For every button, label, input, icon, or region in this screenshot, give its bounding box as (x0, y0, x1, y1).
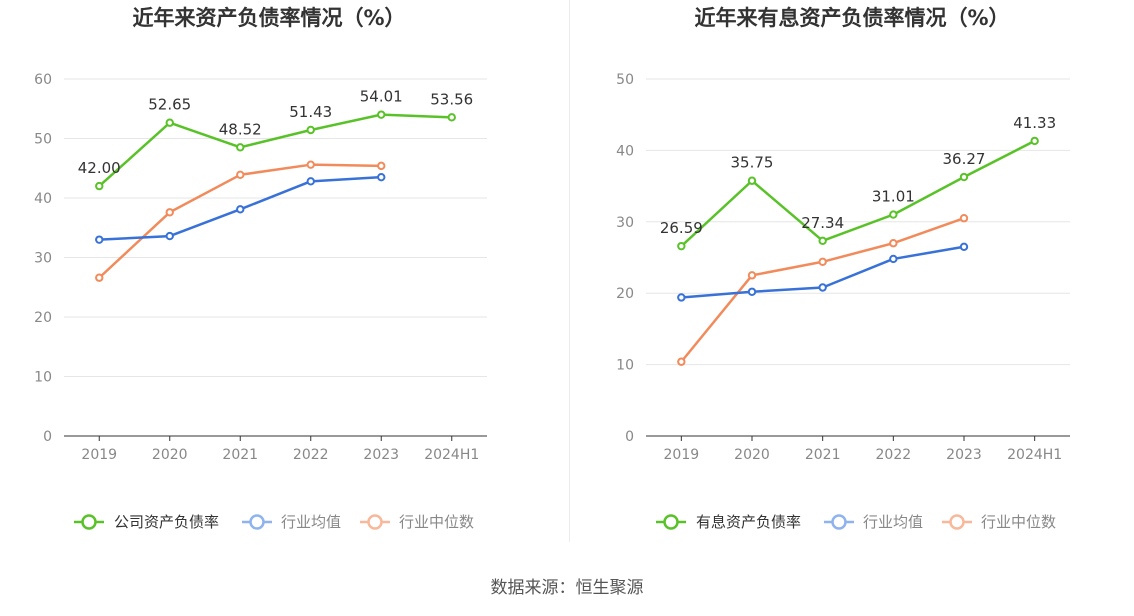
x-tick-label: 2019 (81, 447, 117, 463)
x-tick-label: 2020 (152, 447, 188, 463)
series-line (98, 163, 382, 279)
data-point (959, 172, 969, 182)
series-line (680, 139, 1036, 248)
data-point (165, 208, 174, 217)
x-tick-label: 2021 (222, 447, 258, 463)
data-point (236, 205, 245, 214)
y-tick-label: 50 (616, 72, 634, 88)
y-tick-label: 0 (625, 429, 634, 445)
y-tick-label: 30 (616, 215, 634, 231)
data-label: 48.52 (219, 120, 262, 138)
legend-marker (663, 514, 679, 530)
x-tick-label: 2023 (363, 447, 399, 463)
legend-label: 有息资产负债率 (696, 513, 801, 531)
panel-divider (569, 0, 570, 542)
x-tick-label: 2024H1 (1007, 447, 1062, 463)
data-point (377, 110, 386, 119)
data-point (747, 287, 757, 296)
legend-marker (249, 514, 265, 530)
data-point (818, 283, 827, 292)
data-point (889, 210, 898, 219)
data-label: 53.56 (430, 90, 473, 108)
data-point (889, 239, 898, 248)
data-point (818, 257, 827, 266)
data-label: 42.00 (78, 159, 121, 177)
data-point (377, 161, 386, 171)
x-tick-label: 2022 (293, 447, 329, 463)
data-label: 51.43 (289, 103, 332, 121)
data-point (306, 125, 315, 135)
y-tick-label: 60 (34, 72, 52, 88)
data-label: 36.27 (943, 150, 986, 168)
series-line (98, 113, 452, 188)
x-tick-label: 2022 (876, 447, 912, 463)
legend-item: 行业中位数 (360, 513, 474, 531)
chart-title: 近年来资产负债率情况（%） (132, 6, 405, 30)
legend-label: 行业均值 (281, 513, 341, 531)
data-point (677, 357, 686, 366)
data-point (95, 273, 104, 282)
data-point (377, 172, 386, 182)
data-point (306, 177, 315, 186)
data-label: 52.65 (148, 96, 191, 114)
x-tick-label: 2020 (734, 447, 770, 463)
data-point (959, 214, 969, 223)
legend-marker (81, 514, 97, 530)
data-point (747, 271, 757, 280)
data-point (236, 170, 245, 179)
data-label: 27.34 (801, 214, 844, 232)
data-label: 31.01 (872, 188, 915, 206)
y-tick-label: 10 (616, 358, 634, 374)
chart-2: 近年来有息资产负债率情况（%） 0 10 20 30 40 50 2019 2020 2021 20… (616, 6, 1070, 531)
legend-item: 行业均值 (824, 513, 923, 531)
data-label: 35.75 (731, 154, 774, 172)
x-tick-label: 2019 (664, 447, 700, 463)
legend-label: 行业中位数 (981, 513, 1056, 531)
legend-label: 公司资产负债率 (114, 513, 219, 531)
y-tick-label: 40 (34, 191, 52, 207)
data-point (677, 241, 686, 251)
legend-label: 行业中位数 (399, 513, 474, 531)
legend-label: 行业均值 (863, 513, 923, 531)
data-point (306, 160, 315, 169)
legend-marker (831, 514, 847, 530)
data-point (165, 231, 174, 241)
data-label: 41.33 (1013, 114, 1056, 132)
y-tick-label: 30 (34, 251, 52, 267)
x-tick-label: 2021 (805, 447, 841, 463)
legend-item: 有息资产负债率 (656, 513, 801, 531)
data-source-label: 数据来源：恒生聚源 (490, 578, 644, 598)
data-point (747, 176, 757, 185)
data-point (959, 242, 969, 251)
y-tick-label: 20 (34, 310, 52, 326)
legend-marker (949, 514, 965, 530)
data-point (236, 143, 245, 152)
y-tick-label: 10 (34, 370, 52, 386)
data-point (447, 113, 456, 122)
y-tick-label: 20 (616, 286, 634, 302)
data-point (818, 236, 827, 245)
x-tick-label: 2023 (946, 447, 982, 463)
y-tick-label: 0 (43, 429, 52, 445)
y-tick-label: 50 (34, 132, 52, 148)
chart-title: 近年来有息资产负债率情况（%） (694, 6, 1009, 30)
chart-1: 近年来资产负债率情况（%） 0 10 20 30 40 50 60 2019 2020 2021 20… (34, 6, 487, 531)
legend-item: 行业中位数 (942, 513, 1056, 531)
legend-marker (367, 514, 383, 530)
data-label: 54.01 (360, 88, 403, 106)
data-point (165, 118, 174, 127)
data-point (95, 181, 104, 191)
data-label: 26.59 (660, 219, 703, 237)
legend-item: 公司资产负债率 (74, 513, 219, 531)
x-tick-label: 2024H1 (424, 447, 479, 463)
y-tick-label: 40 (616, 143, 634, 159)
data-point (889, 254, 898, 264)
data-point (677, 293, 686, 302)
legend-item: 行业均值 (242, 513, 341, 531)
data-point (95, 235, 104, 244)
data-point (1030, 136, 1039, 146)
